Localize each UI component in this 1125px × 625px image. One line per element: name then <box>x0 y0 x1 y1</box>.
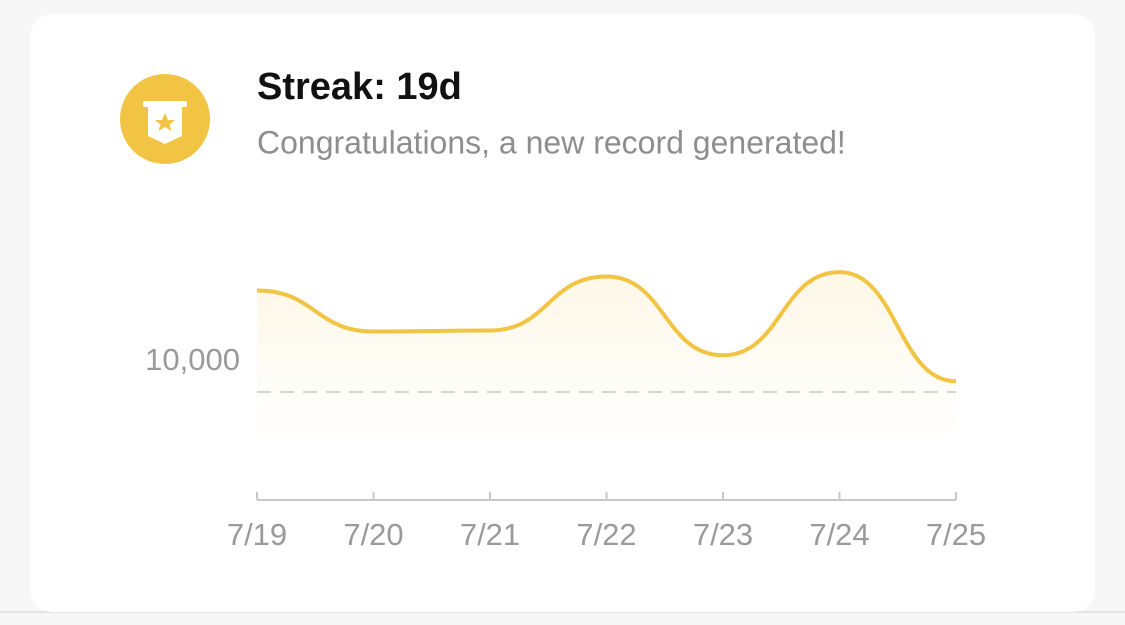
x-tick-label: 7/21 <box>460 517 520 552</box>
subtitle: Congratulations, a new record generated! <box>257 124 846 160</box>
y-tick-label: 10,000 <box>145 342 240 377</box>
x-tick-label: 7/23 <box>693 517 753 552</box>
title: Streak: 19d <box>257 66 462 108</box>
x-tick-label: 7/25 <box>926 517 986 552</box>
x-tick-label: 7/24 <box>809 517 869 552</box>
line <box>256 270 957 384</box>
x-tick-label: 7/20 <box>343 517 403 552</box>
x-tick-label: 7/22 <box>576 517 636 552</box>
badge-icon <box>120 74 210 164</box>
x-tick-label: 7/19 <box>227 517 287 552</box>
